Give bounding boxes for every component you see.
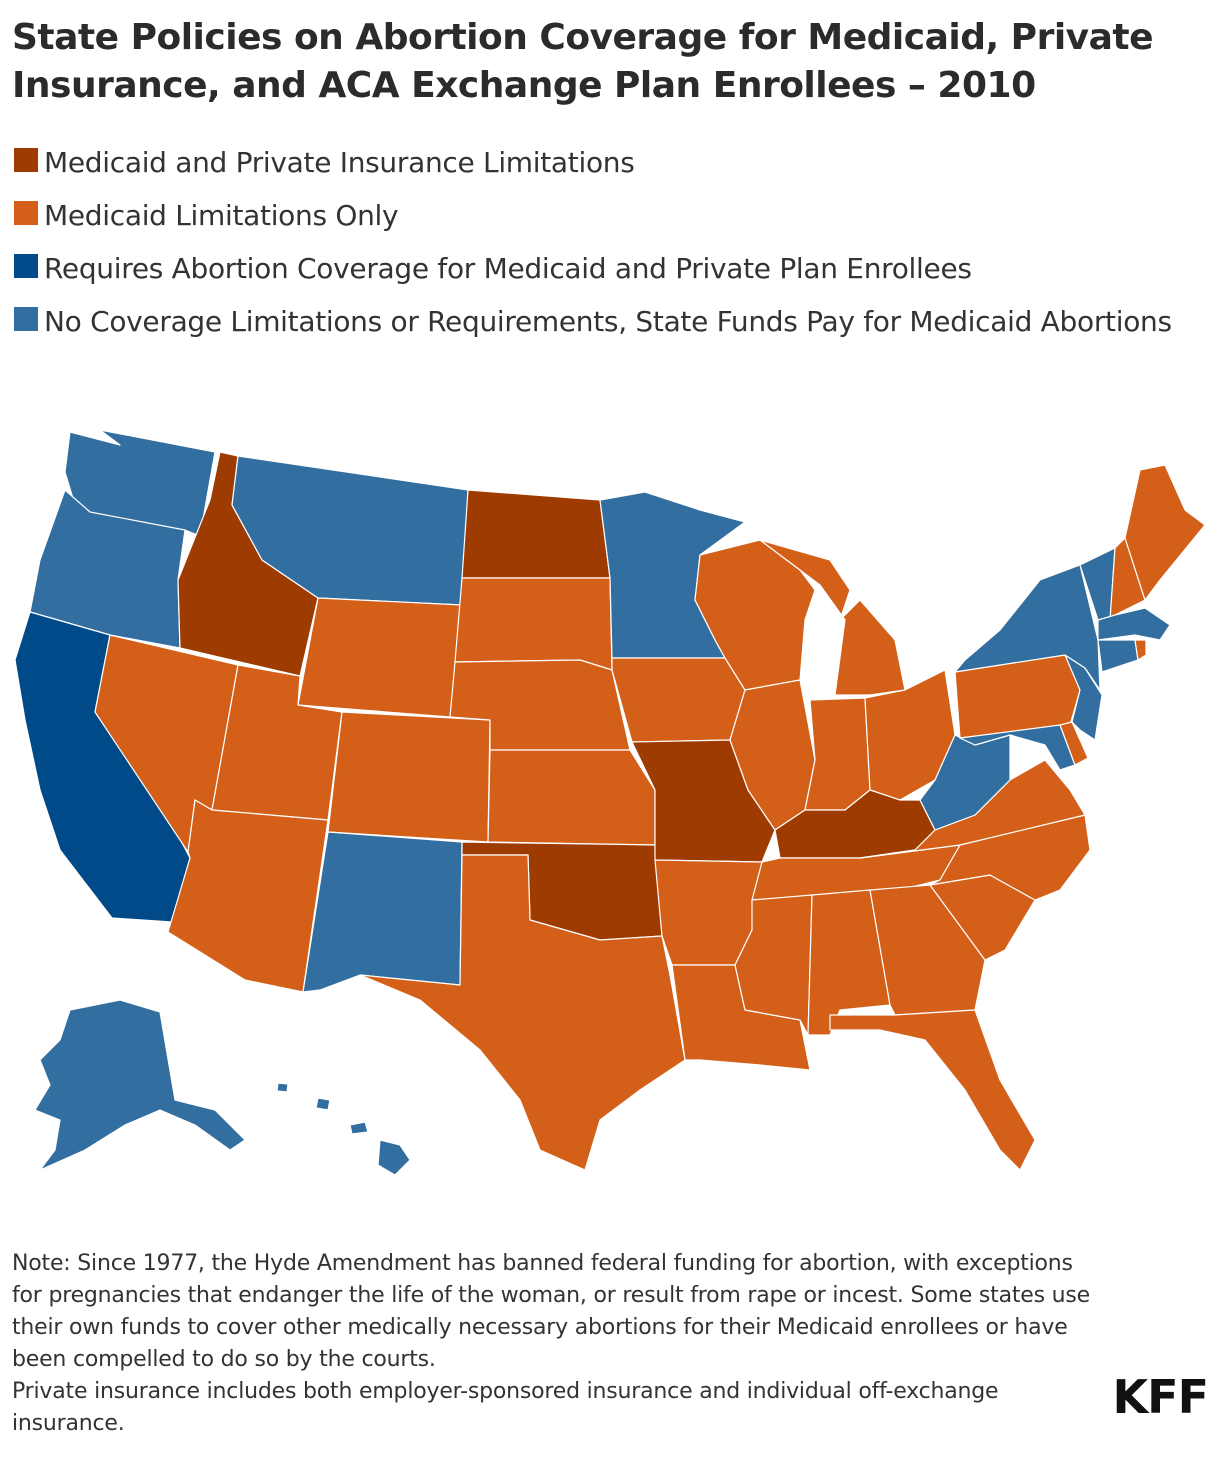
legend-swatch — [14, 254, 38, 278]
state-south-dakota[interactable] — [454, 577, 613, 671]
state-colorado[interactable] — [327, 711, 491, 843]
state-maine[interactable] — [1124, 464, 1206, 601]
legend-item-medicaid-only: Medicaid Limitations Only — [12, 189, 1212, 242]
legend-swatch — [14, 307, 38, 331]
state-new-mexico[interactable] — [302, 831, 463, 993]
state-new-hampshire[interactable] — [1109, 537, 1146, 621]
state-hawaii-kauai[interactable] — [276, 1082, 289, 1093]
state-wyoming[interactable] — [297, 597, 463, 718]
footnote-private-insurance: Private insurance includes both employer… — [12, 1379, 999, 1436]
legend-item-no-limitations: No Coverage Limitations or Requirements,… — [12, 295, 1212, 348]
legend-label: Medicaid Limitations Only — [44, 199, 399, 232]
legend-label: Requires Abortion Coverage for Medicaid … — [44, 252, 972, 285]
state-arizona[interactable] — [167, 799, 329, 993]
state-alaska[interactable] — [34, 999, 246, 1171]
legend-swatch — [14, 201, 38, 225]
kff-logo: KFF — [1112, 1370, 1209, 1424]
footnote: Note: Since 1977, the Hyde Amendment has… — [12, 1248, 1102, 1440]
state-delaware[interactable] — [1059, 721, 1089, 766]
state-kansas[interactable] — [487, 749, 656, 846]
legend-swatch — [14, 148, 38, 172]
state-florida[interactable] — [829, 1009, 1036, 1171]
state-rhode-island[interactable] — [1134, 639, 1147, 661]
legend-item-medicaid-and-private: Medicaid and Private Insurance Limitatio… — [12, 136, 1212, 189]
legend-item-requires-coverage: Requires Abortion Coverage for Medicaid … — [12, 242, 1212, 295]
state-texas[interactable] — [359, 854, 686, 1171]
state-hawaii-maui[interactable] — [349, 1121, 369, 1135]
legend-label: No Coverage Limitations or Requirements,… — [44, 305, 1172, 338]
state-indiana[interactable] — [804, 697, 871, 811]
legend-label: Medicaid and Private Insurance Limitatio… — [44, 146, 635, 179]
state-connecticut[interactable] — [1097, 639, 1139, 673]
us-map — [14, 429, 1206, 1176]
state-north-dakota[interactable] — [461, 489, 611, 579]
state-hawaii-oahu[interactable] — [315, 1097, 331, 1111]
state-north-carolina[interactable] — [929, 814, 1091, 901]
state-massachusetts[interactable] — [1097, 607, 1171, 641]
chart-title: State Policies on Abortion Coverage for … — [12, 17, 1154, 106]
state-new-york[interactable] — [954, 564, 1101, 691]
legend: Medicaid and Private Insurance Limitatio… — [12, 136, 1212, 348]
state-hawaii-big-island[interactable] — [377, 1139, 411, 1176]
footnote-hyde: Note: Since 1977, the Hyde Amendment has… — [12, 1251, 1091, 1372]
state-iowa[interactable] — [611, 657, 746, 743]
